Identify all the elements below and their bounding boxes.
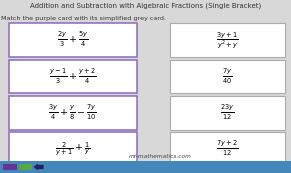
Text: $\frac{3y}{4}+\frac{y}{8}-\frac{7y}{10}$: $\frac{3y}{4}+\frac{y}{8}-\frac{7y}{10}$ <box>49 104 97 122</box>
Bar <box>0 161 291 173</box>
Bar <box>170 23 285 57</box>
Bar <box>9 23 137 57</box>
Text: $\frac{y-1}{3}+\frac{y+2}{4}$: $\frac{y-1}{3}+\frac{y+2}{4}$ <box>49 67 97 86</box>
Bar <box>19 164 32 170</box>
Text: $\frac{7y}{40}$: $\frac{7y}{40}$ <box>223 67 233 86</box>
Bar <box>9 60 137 93</box>
Bar <box>9 132 137 166</box>
Text: $\frac{2}{y+1}+\frac{1}{y}$: $\frac{2}{y+1}+\frac{1}{y}$ <box>55 140 91 158</box>
Bar <box>9 96 137 130</box>
FancyArrow shape <box>33 163 44 170</box>
Bar <box>170 132 285 166</box>
Bar <box>3 164 17 170</box>
Text: $\frac{23y}{12}$: $\frac{23y}{12}$ <box>221 104 235 122</box>
Text: Addition and Subtraction with Algebraic Fractions (Single Bracket): Addition and Subtraction with Algebraic … <box>30 3 261 9</box>
Text: Match the purple card with its simplified grey card.: Match the purple card with its simplifie… <box>1 16 166 21</box>
Text: $\frac{3y+1}{y^2+y}$: $\frac{3y+1}{y^2+y}$ <box>217 30 239 50</box>
Text: $\frac{7y+2}{12}$: $\frac{7y+2}{12}$ <box>217 140 239 158</box>
Bar <box>170 60 285 93</box>
Text: mr-mathematics.com: mr-mathematics.com <box>129 154 191 159</box>
Bar <box>170 96 285 130</box>
Text: $\frac{2y}{3}+\frac{5y}{4}$: $\frac{2y}{3}+\frac{5y}{4}$ <box>57 31 88 49</box>
